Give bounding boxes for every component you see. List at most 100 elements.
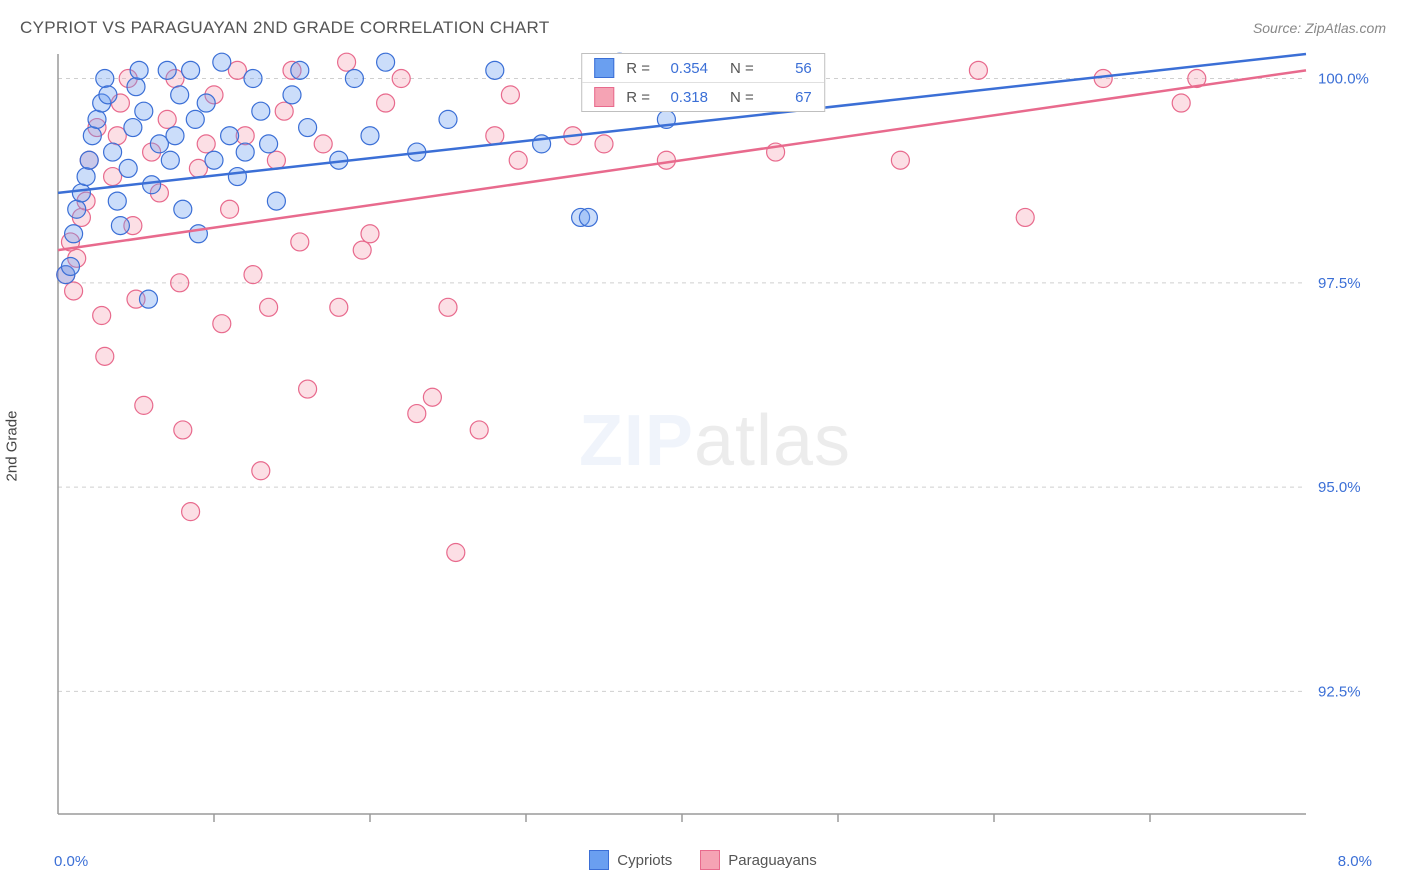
paraguayans-point — [423, 388, 441, 406]
cypriots-point — [213, 53, 231, 71]
cypriots-point — [68, 200, 86, 218]
legend: Cypriots Paraguayans — [0, 850, 1406, 870]
paraguayans-point — [657, 151, 675, 169]
n-value: 67 — [762, 89, 812, 106]
cypriots-point — [108, 192, 126, 210]
r-label: R = — [626, 89, 650, 106]
cypriots-point — [171, 86, 189, 104]
paraguayans-point — [213, 315, 231, 333]
y-tick-label: 95.0% — [1318, 479, 1361, 496]
stats-row-cypriots: R =0.354N =56 — [582, 54, 824, 83]
paraguayans-point — [330, 298, 348, 316]
cypriots-point — [77, 168, 95, 186]
r-label: R = — [626, 60, 650, 77]
paraguayans-point — [197, 135, 215, 153]
paraguayans-point — [509, 151, 527, 169]
paraguayans-point — [182, 503, 200, 521]
cypriots-point — [99, 86, 117, 104]
chart-area: 100.0%97.5%95.0%92.5% ZIPatlas — [54, 50, 1376, 832]
cypriots-point — [252, 102, 270, 120]
stats-box: R =0.354N =56R =0.318N =67 — [581, 53, 825, 112]
cypriots-point — [135, 102, 153, 120]
cypriots-point — [182, 61, 200, 79]
chart-title: CYPRIOT VS PARAGUAYAN 2ND GRADE CORRELAT… — [20, 18, 550, 38]
paraguayans-point — [447, 543, 465, 561]
paraguayans-point — [65, 282, 83, 300]
cypriots-point — [291, 61, 309, 79]
paraguayans-point — [408, 405, 426, 423]
paraguayans-legend-swatch — [700, 850, 720, 870]
cypriots-point — [166, 127, 184, 145]
y-tick-label: 97.5% — [1318, 275, 1361, 292]
paraguayans-point — [486, 127, 504, 145]
source-attribution: Source: ZipAtlas.com — [1253, 20, 1386, 36]
paraguayans-point — [1172, 94, 1190, 112]
cypriots-swatch — [594, 58, 614, 78]
paraguayans-point — [267, 151, 285, 169]
paraguayans-point — [338, 53, 356, 71]
cypriots-point — [299, 119, 317, 137]
cypriots-point — [61, 257, 79, 275]
paraguayans-point — [377, 94, 395, 112]
paraguayans-point — [501, 86, 519, 104]
cypriots-point — [260, 135, 278, 153]
cypriots-point — [221, 127, 239, 145]
paraguayans-point — [439, 298, 457, 316]
paraguayans-swatch — [594, 87, 614, 107]
y-tick-label: 100.0% — [1318, 71, 1369, 88]
paraguayans-point — [135, 396, 153, 414]
cypriots-point — [361, 127, 379, 145]
cypriots-point — [111, 217, 129, 235]
cypriots-point — [88, 110, 106, 128]
cypriots-point — [186, 110, 204, 128]
n-label: N = — [730, 60, 754, 77]
paraguayans-point — [93, 307, 111, 325]
cypriots-point — [143, 176, 161, 194]
cypriots-point — [158, 61, 176, 79]
cypriots-point — [127, 78, 145, 96]
y-tick-label: 92.5% — [1318, 683, 1361, 700]
cypriots-legend-swatch — [589, 850, 609, 870]
paraguayans-point — [470, 421, 488, 439]
cypriots-point — [236, 143, 254, 161]
cypriots-point — [119, 159, 137, 177]
paraguayans-point — [891, 151, 909, 169]
legend-item-paraguayans: Paraguayans — [700, 850, 816, 870]
cypriots-point — [96, 70, 114, 88]
paraguayans-point — [171, 274, 189, 292]
cypriots-point — [267, 192, 285, 210]
paraguayans-point — [244, 266, 262, 284]
cypriots-point — [439, 110, 457, 128]
cypriots-point — [377, 53, 395, 71]
cypriots-point — [205, 151, 223, 169]
paraguayans-point — [260, 298, 278, 316]
cypriots-point — [174, 200, 192, 218]
paraguayans-point — [96, 347, 114, 365]
cypriots-point — [161, 151, 179, 169]
cypriots-point — [283, 86, 301, 104]
paraguayans-point — [275, 102, 293, 120]
r-value: 0.354 — [658, 60, 708, 77]
cypriots-point — [244, 70, 262, 88]
paraguayans-point — [595, 135, 613, 153]
paraguayans-point — [353, 241, 371, 259]
scatter-plot-svg: 100.0% 97.5% 95.0% 92.5% — [54, 50, 1376, 832]
paraguayans-point — [314, 135, 332, 153]
paraguayans-legend-label: Paraguayans — [728, 852, 816, 869]
cypriots-legend-label: Cypriots — [617, 852, 672, 869]
cypriots-point — [228, 168, 246, 186]
paraguayans-point — [158, 110, 176, 128]
paraguayans-point — [969, 61, 987, 79]
cypriots-point — [189, 225, 207, 243]
y-axis-label: 2nd Grade — [4, 411, 21, 482]
cypriots-point — [139, 290, 157, 308]
cypriots-point — [72, 184, 90, 202]
cypriots-point — [65, 225, 83, 243]
legend-item-cypriots: Cypriots — [589, 850, 672, 870]
cypriots-point — [124, 119, 142, 137]
cypriots-point — [80, 151, 98, 169]
paraguayans-point — [392, 70, 410, 88]
cypriots-point — [486, 61, 504, 79]
n-label: N = — [730, 89, 754, 106]
r-value: 0.318 — [658, 89, 708, 106]
